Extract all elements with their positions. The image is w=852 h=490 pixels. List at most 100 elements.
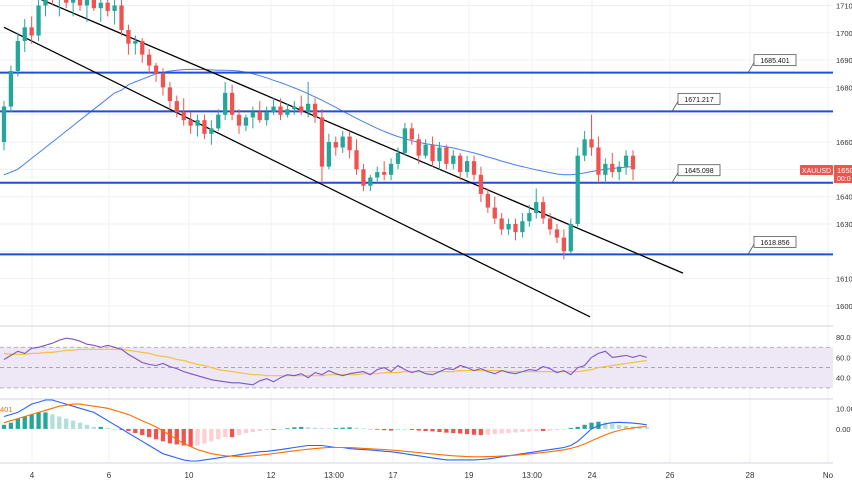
- candle-body: [513, 223, 518, 233]
- macd-histogram-bar: [188, 428, 193, 447]
- candle-body: [105, 2, 110, 11]
- rsi-tick-label: 40.0: [836, 374, 851, 383]
- level-callout-text: 1671.217: [684, 97, 713, 104]
- countdown-label: 00:0: [837, 176, 851, 183]
- macd-histogram-bar: [582, 424, 587, 429]
- candle-body: [15, 40, 20, 72]
- candle-body: [416, 139, 421, 156]
- candle-body: [630, 155, 636, 170]
- macd-histogram-bar: [464, 428, 470, 435]
- macd-histogram-bar: [50, 414, 55, 429]
- candles-layer: [1, 0, 636, 260]
- macd-histogram-bar: [64, 418, 69, 429]
- macd-histogram-bar: [326, 428, 332, 430]
- macd-histogram-bar: [278, 428, 283, 430]
- candle-body: [575, 155, 580, 224]
- candle-body: [347, 136, 352, 151]
- level-callout-leader: [747, 62, 755, 73]
- candle-body: [243, 117, 249, 126]
- candle-body: [361, 169, 366, 186]
- candle-body: [333, 142, 338, 148]
- candle-body: [36, 5, 41, 36]
- time-axis[interactable]: 4 6 10 12 13:00 17 19 13:00 24 26 28 No: [0, 462, 834, 480]
- macd-signal-line: [3, 403, 647, 458]
- time-tick-label: 13:00: [324, 471, 345, 480]
- macd-histogram-bar: [174, 428, 179, 445]
- macd-histogram-bar: [77, 422, 83, 429]
- macd-histogram-bar: [140, 428, 145, 436]
- candle-body: [77, 0, 83, 6]
- candle-body: [423, 144, 428, 156]
- candle-body: [319, 117, 325, 167]
- macd-histogram-bar: [444, 428, 449, 433]
- candle-body: [589, 139, 594, 148]
- price-tick-label: 1700: [836, 29, 852, 38]
- level-callout-leader: [671, 172, 679, 183]
- candle-body: [520, 221, 525, 233]
- candle-body: [70, 0, 76, 3]
- candle-body: [167, 87, 173, 102]
- macd-histogram-bar: [561, 428, 567, 430]
- macd-histogram-bar: [112, 428, 117, 430]
- macd-histogram-bar: [209, 428, 214, 442]
- candle-body: [382, 172, 387, 175]
- macd-histogram-bar: [147, 428, 152, 438]
- candle-body: [271, 106, 276, 112]
- macd-histogram-bar: [499, 428, 504, 434]
- price-axis-background: [833, 0, 852, 485]
- price-tick-label: 1680: [836, 83, 852, 92]
- candle-body: [153, 65, 159, 74]
- candle-body: [478, 174, 484, 194]
- time-tick-label: No: [823, 471, 834, 480]
- current-price-label: 1650: [837, 166, 852, 175]
- price-tick-label: 1690: [836, 56, 852, 65]
- macd-histogram-bar: [534, 428, 539, 431]
- macd-histogram-bar: [423, 428, 428, 431]
- candle-body: [527, 213, 532, 222]
- candle-body: [140, 40, 145, 55]
- macd-pane[interactable]: 401: [0, 399, 649, 462]
- rsi-pane[interactable]: [0, 337, 833, 389]
- candle-body: [188, 120, 193, 126]
- macd-histogram-bar: [250, 428, 255, 433]
- candle-body: [375, 172, 380, 178]
- candle-body: [623, 155, 629, 167]
- candle-body: [209, 128, 214, 134]
- macd-histogram-bar: [126, 428, 131, 431]
- time-tick-label: 28: [746, 471, 755, 480]
- macd-histogram-bar: [554, 428, 560, 430]
- price-tick-label: 1610: [836, 275, 852, 284]
- time-tick-label: 26: [666, 471, 675, 480]
- moving-average-line: [3, 68, 634, 176]
- rsi-tick-label: 60.0: [836, 353, 851, 362]
- candle-body: [43, 0, 48, 6]
- time-tick-label: 6: [107, 471, 112, 480]
- horizontal-levels-layer[interactable]: [0, 71, 833, 256]
- symbol-label: XAUUSD: [802, 168, 831, 175]
- candle-body: [133, 40, 138, 44]
- candle-body: [603, 163, 608, 175]
- candle-body: [547, 218, 553, 230]
- candle-body: [312, 103, 318, 118]
- macd-histogram-bar: [547, 428, 553, 431]
- candle-body: [492, 207, 497, 219]
- macd-histogram-bar: [471, 428, 477, 435]
- macd-histogram-bar: [458, 428, 463, 434]
- macd-histogram-bar: [8, 422, 14, 429]
- macd-histogram-bar: [347, 427, 352, 429]
- macd-histogram-bar: [617, 424, 622, 429]
- time-tick-label: 13:00: [522, 471, 543, 480]
- candle-body: [8, 71, 14, 107]
- level-callout-text: 1645.098: [684, 168, 713, 175]
- macd-histogram-bar: [409, 428, 414, 430]
- macd-histogram-bar: [575, 426, 580, 429]
- candle-body: [554, 229, 560, 238]
- macd-histogram-bar: [644, 427, 649, 429]
- candle-body: [64, 0, 69, 3]
- macd-histogram-bar: [195, 428, 200, 446]
- candle-body: [444, 147, 449, 164]
- candle-body: [181, 111, 186, 121]
